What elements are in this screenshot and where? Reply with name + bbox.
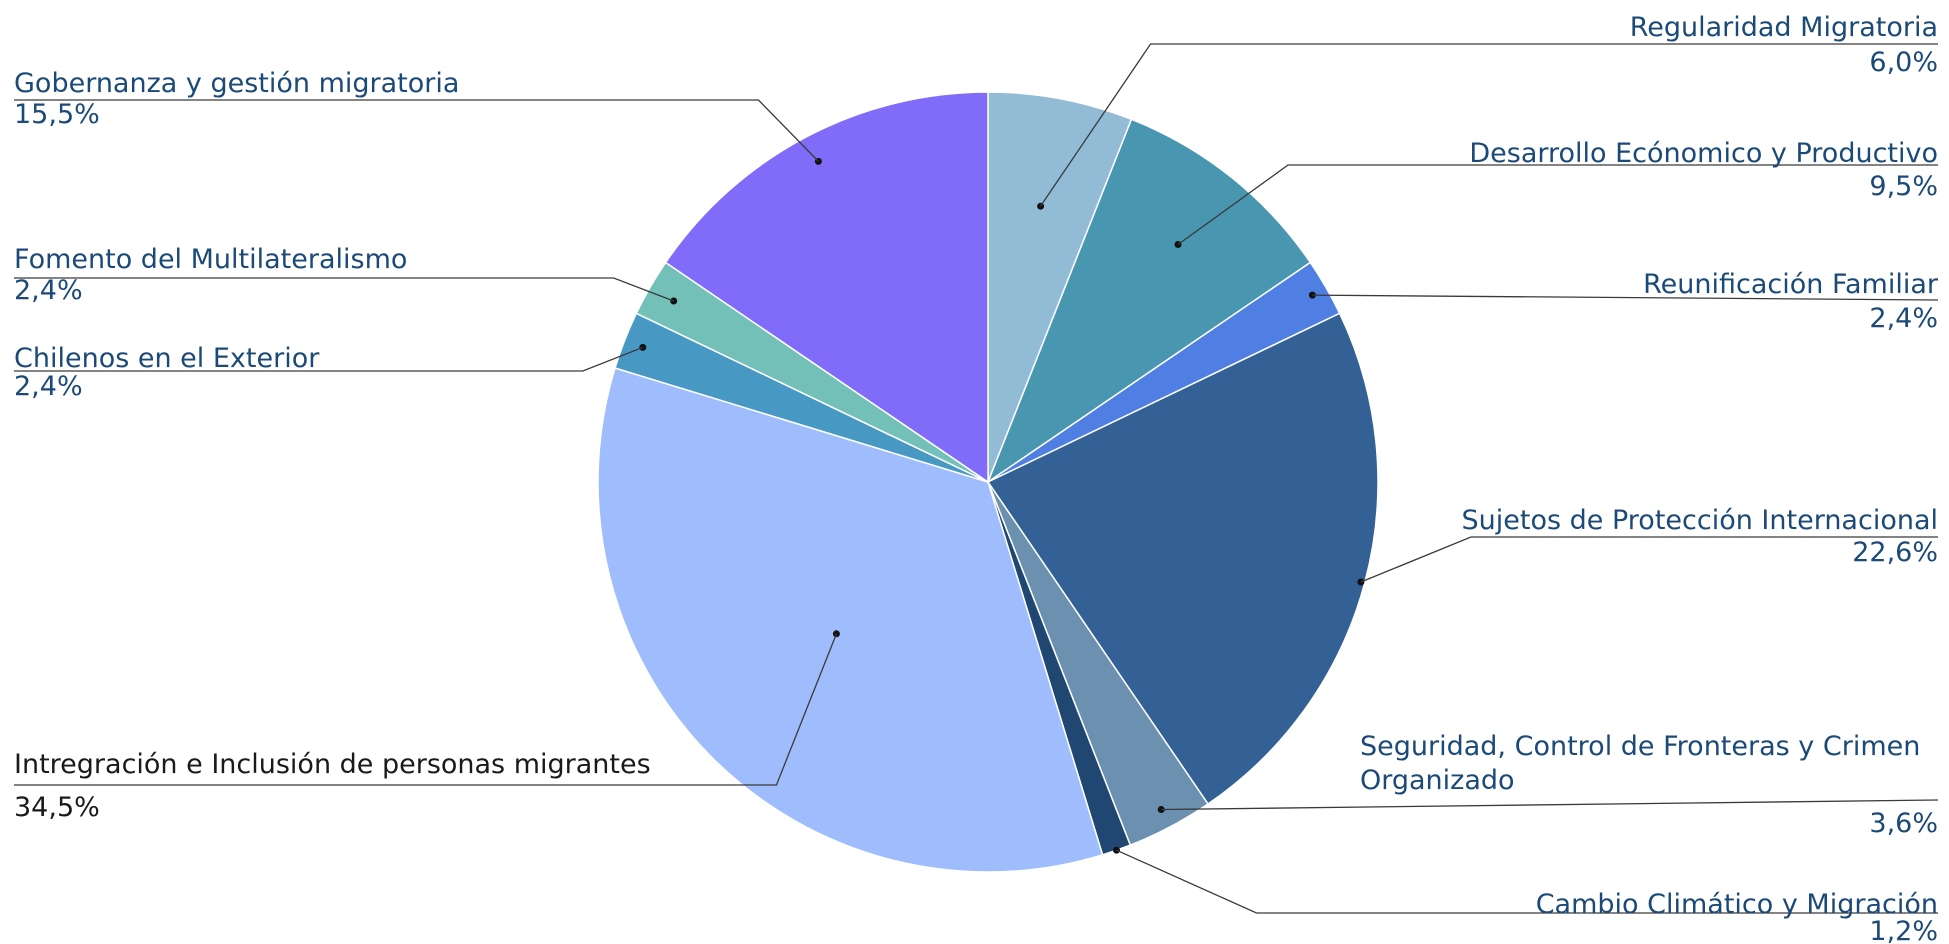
pie-slices bbox=[597, 91, 1379, 873]
slice-value-label: 2,4% bbox=[14, 371, 83, 402]
leader-dot bbox=[1357, 578, 1365, 586]
slice-value-label: 2,4% bbox=[1869, 303, 1938, 334]
slice-value-label: 34,5% bbox=[14, 792, 100, 823]
slice-value-label: 6,0% bbox=[1869, 47, 1938, 78]
leader-dot bbox=[1113, 846, 1120, 854]
slice-value-label: 9,5% bbox=[1869, 171, 1938, 202]
slice-labels: Regularidad Migratoria 6,0% Desarrollo Ecó… bbox=[14, 12, 1939, 944]
pie-slice bbox=[986, 118, 1312, 484]
slice-category-label: Sujetos de Protección Internacional bbox=[1462, 505, 1938, 536]
leader-line bbox=[14, 633, 838, 786]
leader-line bbox=[1312, 294, 1939, 301]
slice-category-label: Cambio Climático y Migración bbox=[1536, 889, 1938, 920]
slice-category-label: Chilenos en el Exterior bbox=[14, 343, 320, 374]
slice-category-label: Gobernanza y gestión migratoria bbox=[14, 68, 459, 99]
slice-category-label: Fomento del Multilateralismo bbox=[14, 244, 407, 275]
slice-value-label: 1,2% bbox=[1869, 916, 1938, 944]
leader-line bbox=[1161, 799, 1939, 811]
leader-line bbox=[14, 346, 644, 372]
pie-slice bbox=[986, 312, 1379, 806]
slice-value-label: 2,4% bbox=[14, 275, 83, 306]
slice-category-label: Seguridad, Control de Fronteras y Crimen bbox=[1360, 731, 1920, 762]
leader-dot bbox=[1157, 806, 1165, 813]
leader-line bbox=[14, 99, 819, 162]
leader-line bbox=[14, 277, 674, 302]
pie-slice bbox=[987, 91, 1133, 483]
slice-category-label: Regularidad Migratoria bbox=[1630, 12, 1938, 43]
slice-category-label: Organizado bbox=[1360, 765, 1515, 796]
slice-value-label: 3,6% bbox=[1869, 808, 1938, 839]
slice-value-label: 15,5% bbox=[14, 99, 100, 130]
slice-value-label: 22,6% bbox=[1852, 537, 1938, 568]
leader-lines bbox=[14, 43, 1939, 914]
slice-category-label: Intregración e Inclusión de personas mig… bbox=[14, 749, 651, 780]
leader-line bbox=[1040, 43, 1938, 207]
pie-slice bbox=[597, 367, 1104, 873]
slice-category-label: Reunificación Familiar bbox=[1643, 269, 1939, 300]
leader-dot bbox=[1037, 202, 1045, 210]
leader-dot bbox=[1308, 291, 1316, 299]
leader-line bbox=[1116, 849, 1938, 914]
pie-slice bbox=[664, 91, 989, 484]
leader-line bbox=[1360, 536, 1938, 583]
slice-category-label: Desarrollo Ecónomico y Productivo bbox=[1469, 138, 1938, 169]
leader-dot bbox=[670, 297, 678, 305]
leader-line bbox=[1177, 164, 1938, 245]
